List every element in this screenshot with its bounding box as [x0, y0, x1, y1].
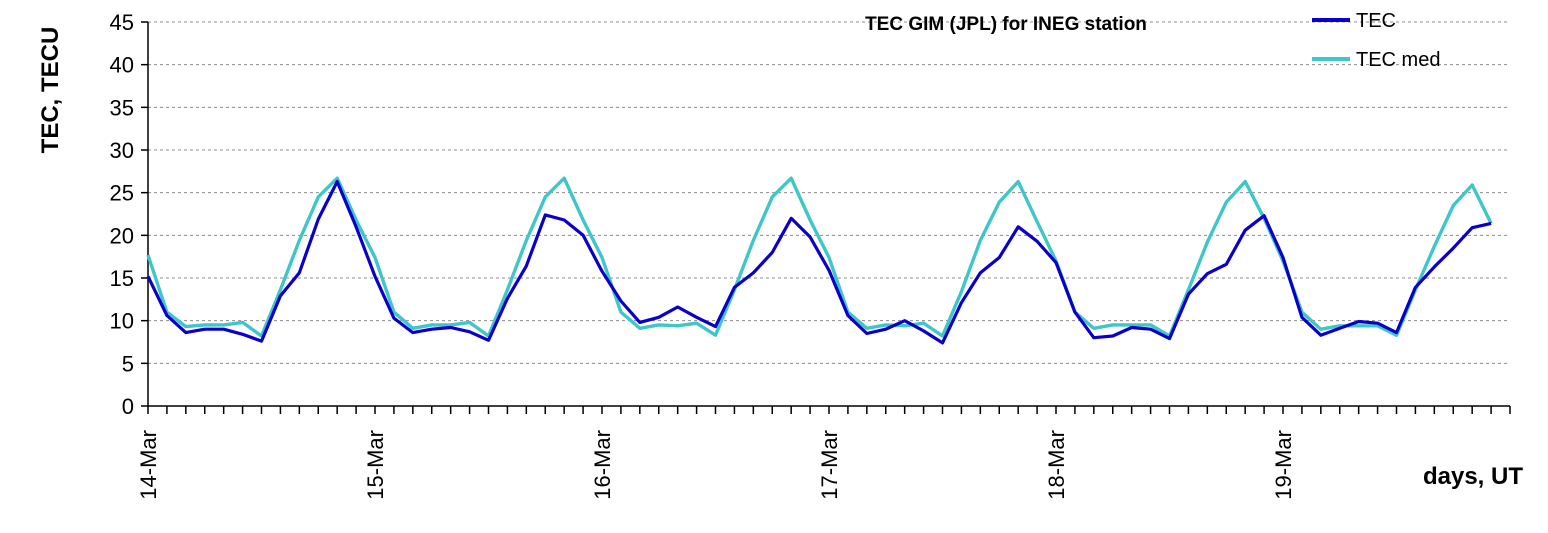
y-tick-label: 15 — [110, 266, 134, 291]
x-tick-label: 19-Mar — [1271, 430, 1296, 500]
y-axis-ticks: 0 5 10 15 20 25 30 35 40 45 — [110, 10, 148, 419]
legend-label-tec: TEC — [1356, 10, 1396, 32]
series-line-tec-med — [146, 176, 1493, 338]
y-tick-label: 35 — [110, 95, 134, 120]
x-tick-label: 14-Mar — [136, 430, 161, 500]
series-lines — [146, 176, 1493, 345]
y-tick-label: 45 — [110, 10, 134, 35]
x-axis-title: days, UT — [1423, 463, 1523, 490]
legend-label-tec-med: TEC med — [1356, 49, 1440, 71]
x-tick-label: 17-Mar — [817, 430, 842, 500]
x-tick-label: 15-Mar — [363, 430, 388, 500]
series-line-tec — [146, 180, 1492, 345]
x-tick-label: 16-Mar — [590, 430, 615, 500]
y-tick-label: 20 — [110, 223, 134, 248]
gridlines — [148, 21, 1510, 364]
x-tick-label: 18-Mar — [1044, 430, 1069, 500]
y-tick-label: 30 — [110, 138, 134, 163]
chart-title: TEC GIM (JPL) for INEG station — [865, 14, 1147, 35]
y-tick-label: 10 — [110, 309, 134, 334]
x-axis-ticks: 14-Mar 15-Mar 16-Mar 17-Mar 18-Mar 19-Mar — [136, 406, 1511, 500]
y-tick-label: 40 — [110, 53, 134, 78]
y-tick-label: 25 — [110, 181, 134, 206]
y-axis-title: TEC, TECU — [37, 27, 64, 154]
legend: TEC TEC med — [1312, 10, 1440, 71]
y-tick-label: 0 — [122, 394, 134, 419]
y-tick-label: 5 — [122, 351, 134, 376]
